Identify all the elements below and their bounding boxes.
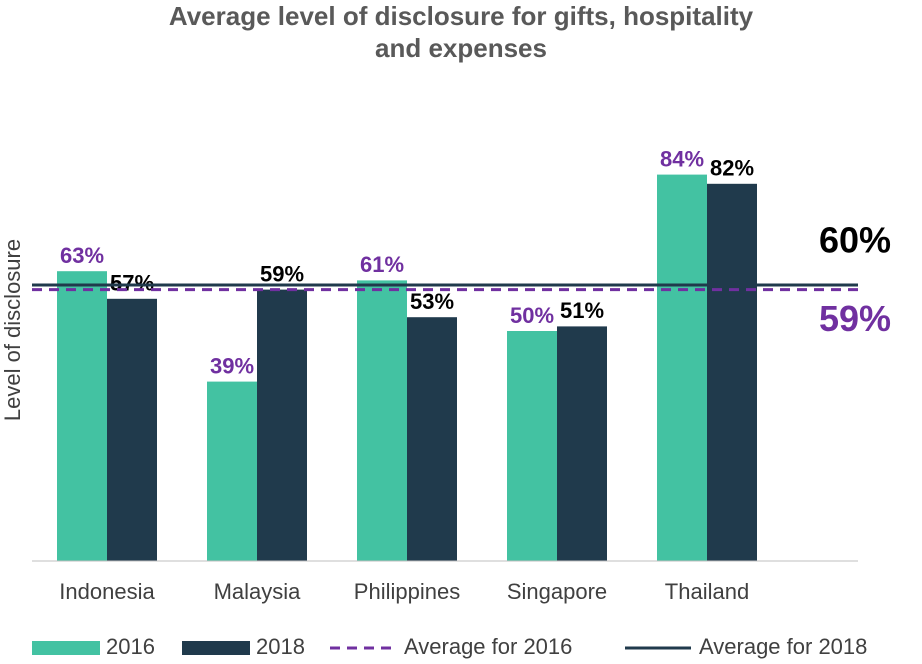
data-label: 53% (410, 289, 454, 314)
bar (107, 298, 157, 561)
data-label: 51% (560, 298, 604, 323)
bar (507, 331, 557, 561)
legend-swatch (32, 641, 100, 655)
x-tick-label: Malaysia (214, 579, 302, 604)
legend-label: 2018 (256, 634, 305, 659)
legend-label: 2016 (106, 634, 155, 659)
bar (357, 280, 407, 561)
y-axis-label: Level of disclosure (0, 239, 25, 421)
bar (57, 271, 107, 561)
legend-label: Average for 2018 (699, 634, 867, 659)
data-label: 39% (210, 353, 254, 378)
average-label: 60% (819, 220, 891, 261)
data-label: 61% (360, 252, 404, 277)
average-label: 59% (819, 298, 891, 339)
legend-label: Average for 2016 (404, 634, 572, 659)
x-tick-label: Singapore (507, 579, 607, 604)
data-label: 82% (710, 156, 754, 181)
data-label: 59% (260, 261, 304, 286)
bar (657, 174, 707, 561)
data-label: 50% (510, 303, 554, 328)
chart-title: and expenses (375, 33, 547, 63)
bar (207, 381, 257, 561)
bar (257, 289, 307, 561)
x-tick-label: Thailand (665, 579, 749, 604)
bar (557, 326, 607, 561)
data-label: 84% (660, 146, 704, 171)
bar (707, 183, 757, 562)
bar (407, 317, 457, 561)
x-tick-label: Indonesia (59, 579, 155, 604)
chart-title: Average level of disclosure for gifts, h… (169, 1, 754, 31)
data-label: 63% (60, 243, 104, 268)
x-tick-label: Philippines (354, 579, 460, 604)
data-label: 57% (110, 271, 154, 296)
legend-swatch (182, 641, 250, 655)
